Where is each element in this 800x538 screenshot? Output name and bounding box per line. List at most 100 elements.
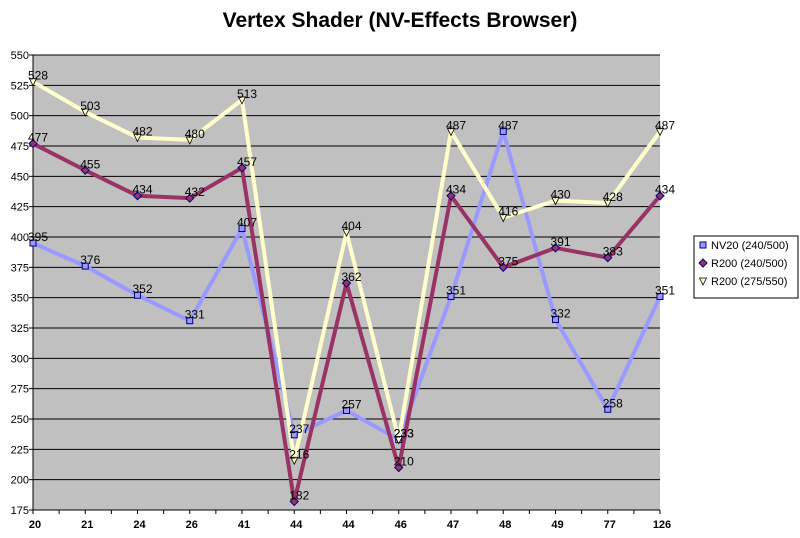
data-label: 477 — [28, 131, 48, 145]
data-point — [394, 436, 403, 445]
x-tick-label: 46 — [395, 519, 407, 531]
chart-title: Vertex Shader (NV-Effects Browser) — [223, 9, 578, 32]
y-tick-label: 175 — [11, 505, 29, 517]
data-point — [551, 197, 560, 206]
data-label: 352 — [132, 282, 152, 296]
series-group — [28, 78, 665, 507]
data-label: 480 — [185, 127, 205, 141]
data-label: 404 — [341, 219, 361, 233]
data-point — [342, 228, 351, 238]
data-point — [552, 316, 559, 324]
data-point — [133, 134, 142, 143]
legend-entry: R200 (275/550) — [711, 276, 787, 288]
data-point — [499, 127, 507, 135]
data-point — [28, 78, 38, 87]
data-label: 432 — [185, 185, 205, 199]
y-tick-label: 450 — [11, 171, 29, 183]
data-point — [185, 193, 195, 203]
y-tick-label: 400 — [11, 232, 29, 244]
data-label: 258 — [603, 396, 623, 410]
data-label: 332 — [550, 307, 570, 321]
data-point — [499, 214, 508, 223]
legend-marker — [699, 241, 707, 249]
data-label: 376 — [80, 253, 100, 267]
x-tick-label: 41 — [238, 519, 250, 531]
legend-marker — [698, 277, 708, 286]
data-point — [132, 191, 143, 201]
data-point — [134, 291, 141, 299]
data-point — [81, 108, 90, 117]
data-label: 216 — [289, 447, 309, 461]
data-point — [343, 407, 350, 415]
data-point — [447, 292, 455, 300]
data-label: 455 — [80, 157, 100, 171]
data-label: 331 — [185, 308, 205, 322]
data-point — [446, 128, 456, 137]
y-axis: 175 200 225 250 275 300 325 350 375 400 425 450 475 5… — [11, 50, 34, 517]
data-label: 513 — [237, 87, 257, 101]
data-label: 487 — [446, 118, 466, 132]
data-point — [290, 456, 299, 466]
y-tick-label: 325 — [11, 323, 29, 335]
data-label: 257 — [341, 398, 361, 412]
data-label: 383 — [603, 245, 623, 259]
data-point — [498, 262, 508, 273]
data-point — [655, 191, 665, 201]
x-tick-label: 44 — [290, 519, 303, 531]
legend-entry: R200 (240/500) — [711, 258, 787, 270]
data-label: 503 — [80, 99, 100, 113]
x-tick-label: 126 — [653, 519, 671, 531]
x-tick-label: 47 — [447, 519, 459, 531]
data-label: 434 — [655, 183, 675, 197]
data-point — [237, 163, 247, 173]
data-label: 351 — [655, 283, 675, 297]
y-tick-label: 525 — [11, 80, 29, 92]
data-label: 528 — [28, 69, 48, 83]
data-point — [446, 191, 456, 201]
x-tick-label: 49 — [551, 519, 563, 531]
y-tick-label: 350 — [11, 293, 29, 305]
legend-entry: NV20 (240/500) — [711, 240, 789, 252]
data-label: 182 — [289, 489, 309, 503]
data-label: 434 — [132, 183, 152, 197]
legend: NV20 (240/500) R200 (240/500) R200 (275/55… — [693, 235, 799, 299]
x-tick-label: 24 — [133, 519, 146, 531]
data-point — [237, 96, 247, 105]
data-label: 362 — [341, 270, 361, 284]
y-tick-label: 375 — [11, 262, 29, 274]
x-tick-label: 21 — [81, 519, 93, 531]
data-label: 375 — [498, 254, 518, 268]
data-label: 482 — [132, 125, 152, 139]
data-label: 407 — [237, 216, 257, 230]
data-point — [186, 317, 194, 325]
x-tick-label: 20 — [29, 519, 41, 531]
legend-marker — [698, 258, 708, 268]
data-label: 434 — [446, 183, 466, 197]
data-labels: 395 376 352 331 407 237 257 233 351 487 332 258 351 4… — [28, 69, 675, 503]
x-axis: 20 21 24 26 41 44 44 46 47 48 49 77 126 — [29, 509, 671, 531]
data-label: 416 — [498, 205, 518, 219]
data-point — [394, 462, 404, 473]
data-label: 395 — [28, 230, 48, 244]
x-tick-label: 44 — [342, 519, 355, 531]
y-tick-label: 225 — [11, 444, 29, 456]
data-point — [29, 239, 37, 247]
data-point — [238, 225, 246, 233]
data-label: 233 — [394, 427, 414, 441]
data-label: 428 — [603, 190, 623, 204]
legend-box — [693, 235, 799, 299]
data-label: 487 — [498, 118, 518, 132]
data-point — [289, 496, 299, 507]
y-tick-label: 300 — [11, 353, 29, 365]
data-point — [81, 262, 89, 270]
data-point — [185, 136, 194, 145]
data-point — [550, 243, 561, 253]
y-tick-label: 200 — [11, 475, 29, 487]
data-label: 430 — [550, 188, 570, 202]
data-point — [655, 128, 665, 137]
data-label: 391 — [550, 235, 570, 249]
data-label: 233 — [394, 427, 414, 441]
data-label: 487 — [655, 118, 675, 132]
data-point — [28, 138, 38, 149]
